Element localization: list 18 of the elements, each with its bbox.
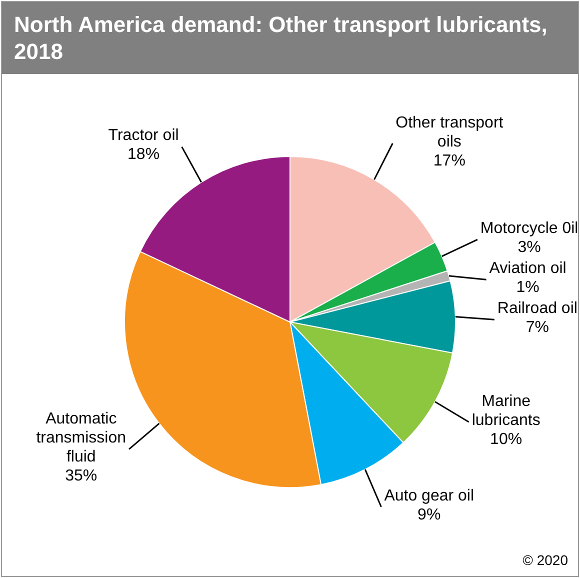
slice-label: Marine lubricants	[472, 392, 540, 429]
data-label: 18%	[128, 146, 160, 164]
data-label: 9%	[418, 506, 441, 524]
chart-title: North America demand: Other transport lubricants, 2018	[2, 2, 578, 74]
slice-label: Other transport oils	[396, 114, 504, 150]
slice-label: Auto gear oil	[384, 487, 474, 504]
text: © 2020	[522, 552, 568, 568]
slice-label: Automatic transmission fluid	[36, 410, 126, 466]
data-label: 1%	[516, 279, 540, 296]
data-label: 3%	[518, 239, 541, 256]
slice-label: Motorcycle 0il	[480, 220, 578, 237]
data-label: 35%	[65, 468, 98, 485]
slice-label: Railroad oil	[497, 300, 578, 317]
data-label: 17%	[433, 152, 466, 170]
data-label: 10%	[490, 430, 522, 448]
slice-label: Tractor oil	[108, 127, 179, 144]
slice-label: Aviation oil	[489, 260, 566, 277]
data-label: 7%	[526, 319, 549, 336]
